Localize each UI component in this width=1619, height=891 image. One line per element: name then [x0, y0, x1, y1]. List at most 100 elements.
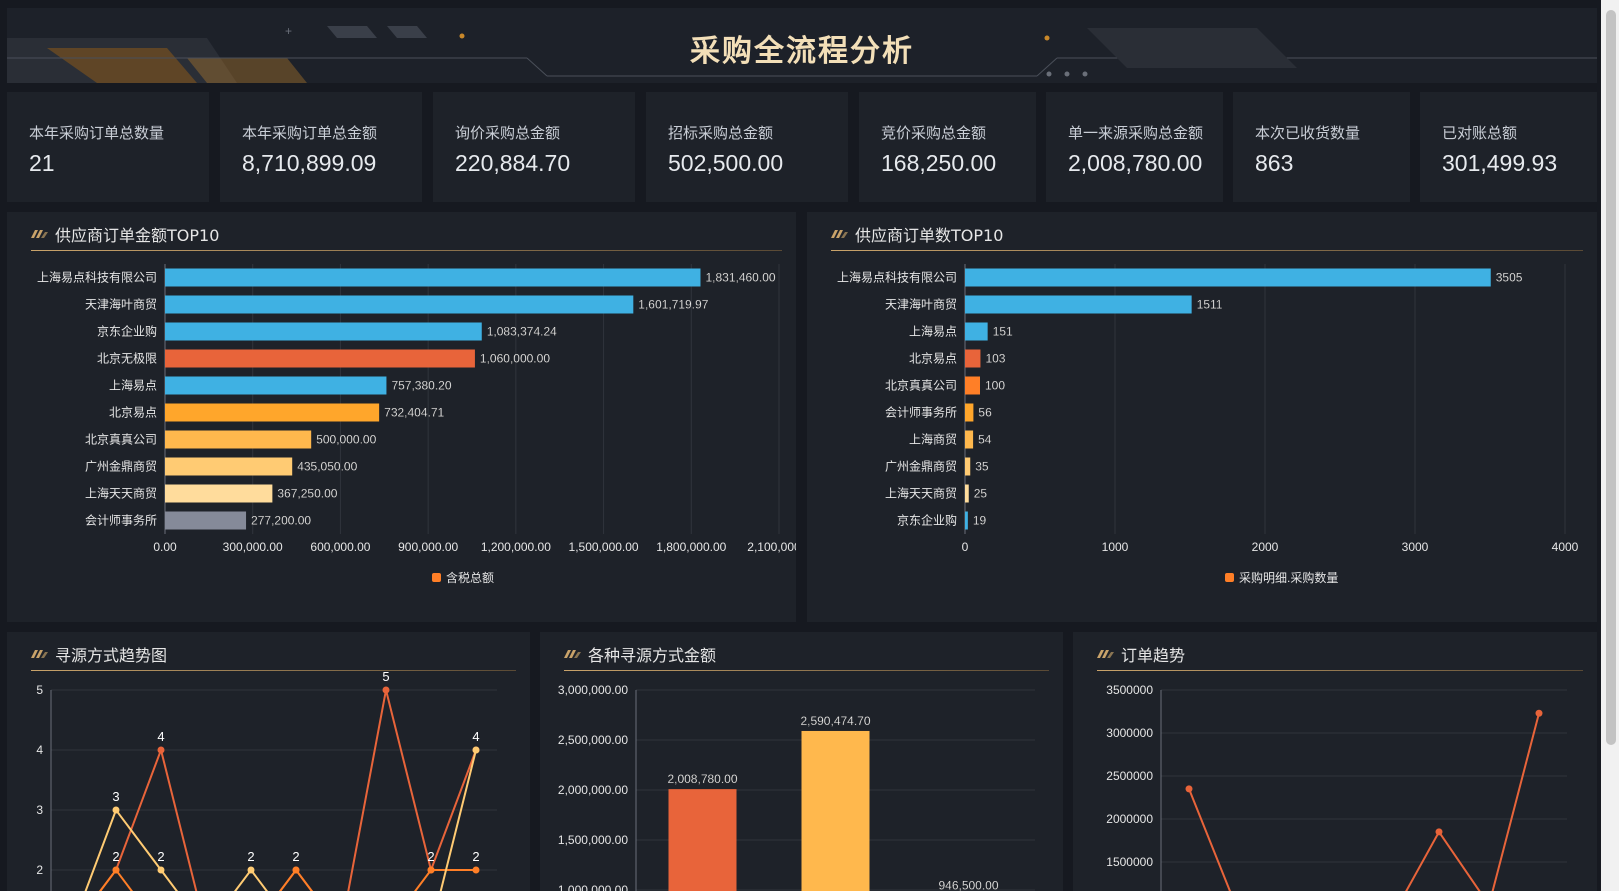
data-label: 500,000.00 — [316, 433, 376, 447]
data-point — [472, 866, 480, 874]
supplier-amount-chart: 0.00 300,000.00 600,000.00 900,000.00 1,200,… — [37, 264, 796, 585]
order-trend-chart: 3500000 3000000 2500000 2000000 1500000 — [1106, 683, 1567, 891]
kpi-card: 本次已收货数量 863 — [1233, 92, 1410, 202]
kpi-label: 本年采购订单总数量 — [29, 124, 165, 142]
category-label: 上海天天商贸 — [85, 486, 157, 501]
data-label: 3505 — [1496, 271, 1523, 285]
bar — [165, 484, 273, 503]
y-tick-label: 2,500,000.00 — [558, 733, 628, 747]
y-tick-label: 2,000,000.00 — [558, 783, 628, 797]
bar — [165, 295, 634, 314]
data-point — [157, 866, 165, 874]
data-label: 732,404.71 — [384, 406, 444, 420]
category-label: 上海易点科技有限公司 — [837, 270, 957, 285]
title-stripe-icon — [831, 230, 848, 238]
data-label: 435,050.00 — [297, 460, 357, 474]
kpi-card: 单一来源采购总金额 2,008,780.00 — [1046, 92, 1223, 202]
category-label: 上海商贸 — [909, 432, 957, 447]
title-stripe-icon — [564, 650, 581, 658]
series-line — [1188, 712, 1540, 891]
x-tick-label: 0 — [962, 540, 969, 554]
category-label: 北京无极限 — [97, 352, 157, 366]
data-point — [292, 866, 300, 874]
category-label: 广州金鼎商贸 — [885, 459, 957, 474]
panel-title: 供应商订单数TOP10 — [855, 226, 1004, 245]
x-tick-label: 0.00 — [153, 540, 177, 554]
legend-label: 含税总额 — [446, 570, 494, 585]
data-label: 56 — [978, 406, 992, 420]
bar — [965, 322, 988, 341]
data-label: 277,200.00 — [251, 514, 311, 528]
data-label: 19 — [973, 514, 987, 528]
series-line — [99, 868, 476, 891]
data-point — [472, 746, 480, 754]
x-tick-label: 1000 — [1102, 540, 1129, 554]
kpi-value: 8,710,899.09 — [242, 150, 377, 176]
data-label: 757,380.20 — [391, 379, 451, 393]
legend-swatch — [1225, 573, 1234, 582]
y-tick-label: 5 — [36, 683, 43, 697]
panel-order-trend: 订单趋势 3500000 3000000 2500000 2000000 1500000 — [1073, 632, 1597, 891]
y-tick-label: 4 — [36, 743, 43, 757]
data-label: 1,831,460.00 — [705, 271, 775, 285]
bar — [165, 349, 475, 368]
data-label: 2 — [292, 849, 299, 864]
series-line — [84, 749, 477, 891]
data-point — [427, 866, 435, 874]
kpi-label: 单一来源采购总金额 — [1068, 124, 1204, 142]
category-label: 北京真真公司 — [85, 433, 157, 447]
kpi-value: 21 — [29, 150, 55, 176]
panel-supplier-count: 供应商订单数TOP10 0 1000 2000 3000 4000 上海易点科技有限公司 3… — [807, 212, 1597, 622]
kpi-value: 502,500.00 — [668, 150, 784, 176]
bar — [165, 376, 387, 395]
kpi-value: 2,008,780.00 — [1068, 150, 1203, 176]
x-tick-label: 2000 — [1252, 540, 1279, 554]
data-label: 100 — [985, 379, 1005, 393]
bar — [965, 484, 969, 503]
x-tick-label: 900,000.00 — [398, 540, 458, 554]
y-tick-label: 2000000 — [1106, 812, 1153, 826]
kpi-card: 本年采购订单总数量 21 — [7, 92, 209, 202]
kpi-card: 竞价采购总金额 168,250.00 — [859, 92, 1036, 202]
category-label: 京东企业购 — [97, 324, 157, 339]
kpi-card: 本年采购订单总金额 8,710,899.09 — [220, 92, 422, 202]
category-label: 京东企业购 — [897, 513, 957, 528]
kpi-label: 已对账总额 — [1442, 124, 1518, 142]
data-label: 1,601,719.97 — [638, 298, 708, 312]
x-tick-label: 4000 — [1552, 540, 1579, 554]
data-point — [382, 686, 390, 694]
title-stripe-icon — [31, 650, 48, 658]
title-divider — [31, 250, 782, 251]
kpi-label: 招标采购总金额 — [668, 124, 774, 142]
data-label: 367,250.00 — [277, 487, 337, 501]
y-tick-label: 2 — [36, 863, 43, 877]
category-label: 上海易点 — [109, 378, 157, 393]
y-tick-label: 3000000 — [1106, 726, 1153, 740]
data-label: 5 — [382, 669, 389, 684]
x-tick-label: 300,000.00 — [223, 540, 283, 554]
data-label: 3 — [112, 789, 119, 804]
page-scrollbar[interactable] — [1601, 0, 1619, 891]
category-label: 北京易点 — [909, 352, 957, 366]
data-point — [1185, 785, 1193, 793]
data-point — [1435, 828, 1443, 836]
data-label: 2 — [157, 849, 164, 864]
category-label: 广州金鼎商贸 — [85, 459, 157, 474]
category-label: 上海易点 — [909, 324, 957, 339]
y-tick-label: 1,000,000.00 — [558, 883, 628, 891]
data-point — [247, 866, 255, 874]
data-label: 1,083,374.24 — [487, 325, 557, 339]
bar — [165, 403, 380, 422]
data-label: 54 — [978, 433, 992, 447]
data-label: 2,008,780.00 — [667, 772, 737, 786]
data-label: 103 — [985, 352, 1005, 366]
category-label: 北京真真公司 — [885, 379, 957, 393]
y-tick-label: 3,000,000.00 — [558, 683, 628, 697]
title-divider — [831, 250, 1583, 251]
category-label: 上海天天商贸 — [885, 486, 957, 501]
bar — [965, 295, 1192, 314]
scrollbar-thumb[interactable] — [1606, 10, 1616, 745]
data-label: 946,500.00 — [938, 878, 998, 891]
svg-text:+: + — [285, 24, 292, 38]
kpi-value: 301,499.93 — [1442, 150, 1558, 176]
